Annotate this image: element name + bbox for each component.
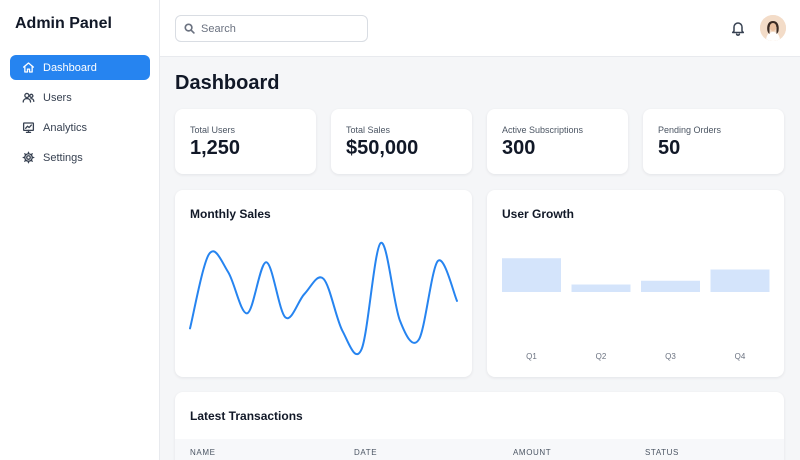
home-icon — [21, 61, 35, 75]
bar-q2 — [571, 284, 631, 292]
monthly-sales-chart — [189, 241, 458, 356]
sidebar-item-label: Analytics — [43, 121, 88, 134]
sales-line — [189, 241, 458, 356]
stat-card-total-users: Total Users 1,250 — [175, 109, 316, 174]
sidebar-item-dashboard[interactable]: Dashboard — [10, 55, 150, 80]
analytics-icon — [21, 121, 35, 135]
stat-value: 50 — [658, 137, 681, 159]
bell-icon[interactable] — [731, 20, 745, 36]
bar-q3 — [641, 280, 700, 292]
app-title: Admin Panel — [15, 15, 112, 32]
column-header-status[interactable]: STATUS — [645, 448, 679, 457]
stat-label: Total Sales — [346, 125, 391, 135]
sidebar-item-label: Settings — [43, 151, 83, 164]
users-icon — [21, 91, 35, 105]
top-bar — [160, 0, 800, 57]
sidebar-item-label: Users — [43, 91, 72, 104]
column-header-name[interactable]: NAME — [190, 448, 216, 457]
sidebar-item-settings[interactable]: Settings — [10, 145, 150, 170]
tick-label-q1: Q1 — [526, 352, 537, 361]
tick-label-q2: Q2 — [596, 352, 607, 361]
bar-q1 — [502, 258, 561, 292]
chart-title: User Growth — [502, 207, 575, 221]
search-input[interactable] — [201, 22, 361, 35]
column-header-amount[interactable]: AMOUNT — [513, 448, 552, 457]
stat-card-total-sales: Total Sales $50,000 — [331, 109, 472, 174]
transactions-card: Latest Transactions NAME DATE AMOUNT STA… — [175, 392, 784, 460]
bar-q4 — [710, 269, 770, 292]
page-title: Dashboard — [175, 72, 280, 94]
user-growth-card: User Growth Q1 Q2 Q3 Q4 — [487, 190, 784, 377]
stat-label: Active Subscriptions — [502, 125, 584, 135]
user-growth-chart: Q1 Q2 Q3 Q4 — [502, 258, 770, 361]
stat-card-active-subscriptions: Active Subscriptions 300 — [487, 109, 628, 174]
stat-value: 300 — [502, 137, 536, 159]
monthly-sales-card: Monthly Sales — [175, 190, 472, 377]
stat-label: Pending Orders — [658, 125, 722, 135]
stat-label: Total Users — [190, 125, 236, 135]
sidebar-nav: Dashboard Users Analytics Settings — [10, 55, 150, 175]
stat-value: 1,250 — [190, 137, 241, 159]
sidebar-item-analytics[interactable]: Analytics — [10, 115, 150, 140]
column-header-date[interactable]: DATE — [354, 448, 378, 457]
stat-card-pending-orders: Pending Orders 50 — [643, 109, 784, 174]
stat-value: $50,000 — [346, 137, 419, 159]
chart-title: Monthly Sales — [190, 207, 271, 221]
sidebar-item-users[interactable]: Users — [10, 85, 150, 110]
sidebar-item-label: Dashboard — [43, 61, 97, 74]
gear-icon — [21, 151, 35, 165]
search-box[interactable] — [175, 15, 368, 42]
user-avatar[interactable] — [760, 15, 786, 41]
tick-label-q3: Q3 — [665, 352, 676, 361]
tick-label-q4: Q4 — [735, 352, 746, 361]
table-header — [175, 439, 784, 460]
transactions-title: Latest Transactions — [190, 409, 303, 423]
sidebar: Admin Panel Dashboard Users Analytics Se… — [0, 0, 160, 460]
search-icon — [184, 23, 195, 34]
